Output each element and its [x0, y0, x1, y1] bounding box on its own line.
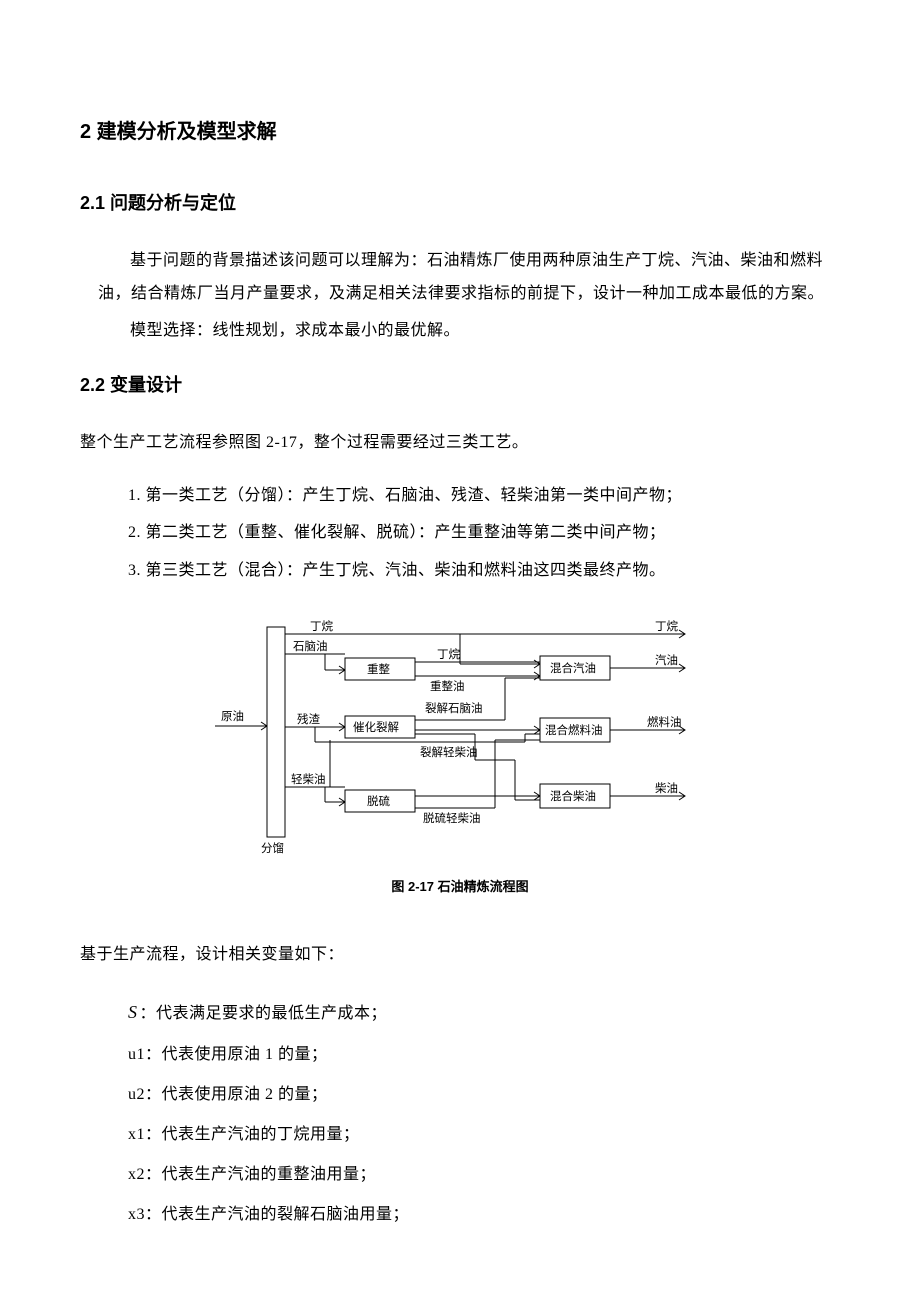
flowchart-svg: 原油 分馏 丁烷 丁烷 石脑油 重整: [215, 612, 705, 867]
node-desulf: 脱硫: [367, 794, 390, 808]
node-reform: 重整: [367, 662, 390, 676]
label-lgo: 轻柴油: [291, 772, 326, 786]
label-reformate: 重整油: [430, 679, 465, 693]
label-residue: 残渣: [297, 712, 320, 726]
var-symbol: S: [128, 990, 140, 1035]
label-dingwan: 丁烷: [310, 619, 333, 633]
var-item: x3：代表生产汽油的裂解石脑油用量；: [128, 1195, 840, 1235]
para-21-1: 基于问题的背景描述该问题可以理解为：石油精炼厂使用两种原油生产丁烷、汽油、柴油和…: [98, 245, 840, 311]
label-out-diesel: 柴油: [655, 781, 678, 795]
heading-main: 2 建模分析及模型求解: [80, 115, 840, 144]
list-item: 1. 第一类工艺（分馏）：产生丁烷、石脑油、残渣、轻柴油第一类中间产物；: [128, 478, 840, 513]
var-item: x1：代表生产汽油的丁烷用量；: [128, 1115, 840, 1155]
var-item: x2：代表生产汽油的重整油用量；: [128, 1155, 840, 1195]
label-out-gas: 汽油: [655, 653, 678, 667]
label-input: 原油: [221, 709, 244, 723]
var-symbol: x2: [128, 1166, 145, 1183]
label-out-fuel: 燃料油: [647, 715, 682, 729]
var-text: ：代表生产汽油的丁烷用量；: [145, 1126, 360, 1143]
var-symbol: x3: [128, 1206, 145, 1223]
label-desulf-lgo: 脱硫轻柴油: [423, 811, 481, 825]
process-list: 1. 第一类工艺（分馏）：产生丁烷、石脑油、残渣、轻柴油第一类中间产物； 2. …: [128, 478, 840, 588]
var-item: u2：代表使用原油 2 的量；: [128, 1075, 840, 1115]
label-out-dingwan: 丁烷: [655, 619, 678, 633]
var-text: ：代表使用原油 1 的量；: [145, 1046, 328, 1063]
label-crack-naphtha: 裂解石脑油: [425, 701, 483, 715]
heading-21: 2.1 问题分析与定位: [80, 189, 840, 215]
node-mix-fuel: 混合燃料油: [545, 723, 603, 737]
flow-diagram: 原油 分馏 丁烷 丁烷 石脑油 重整: [80, 612, 840, 895]
para-22-intro: 整个生产工艺流程参照图 2-17，整个过程需要经过三类工艺。: [80, 427, 840, 460]
var-symbol: u1: [128, 1046, 145, 1063]
diagram-caption: 图 2-17 石油精炼流程图: [80, 876, 840, 895]
node-mix-diesel: 混合柴油: [550, 789, 596, 803]
para-vars-intro: 基于生产流程，设计相关变量如下：: [80, 939, 840, 972]
var-item: S：代表满足要求的最低生产成本；: [128, 990, 840, 1035]
label-naphtha: 石脑油: [293, 639, 328, 653]
var-symbol: x1: [128, 1126, 145, 1143]
node-crack: 催化裂解: [353, 720, 399, 734]
para-21-2: 模型选择：线性规划，求成本最小的最优解。: [98, 315, 840, 348]
label-mid-dingwan: 丁烷: [437, 647, 460, 661]
node-mix-gas: 混合汽油: [550, 661, 596, 675]
var-symbol: u2: [128, 1086, 145, 1103]
page: 2 建模分析及模型求解 2.1 问题分析与定位 基于问题的背景描述该问题可以理解…: [0, 0, 920, 1302]
var-text: ：代表生产汽油的重整油用量；: [145, 1166, 376, 1183]
var-item: u1：代表使用原油 1 的量；: [128, 1035, 840, 1075]
label-distill: 分馏: [261, 841, 284, 855]
label-crack-lgo: 裂解轻柴油: [420, 745, 478, 759]
var-text: ：代表使用原油 2 的量；: [145, 1086, 328, 1103]
variable-list: S：代表满足要求的最低生产成本； u1：代表使用原油 1 的量； u2：代表使用…: [128, 990, 840, 1235]
var-text: ：代表生产汽油的裂解石脑油用量；: [145, 1206, 409, 1223]
list-item: 2. 第二类工艺（重整、催化裂解、脱硫）：产生重整油等第二类中间产物；: [128, 515, 840, 550]
heading-22: 2.2 变量设计: [80, 371, 840, 397]
var-text: ：代表满足要求的最低生产成本；: [140, 1005, 388, 1022]
list-item: 3. 第三类工艺（混合）：产生丁烷、汽油、柴油和燃料油这四类最终产物。: [128, 553, 840, 588]
